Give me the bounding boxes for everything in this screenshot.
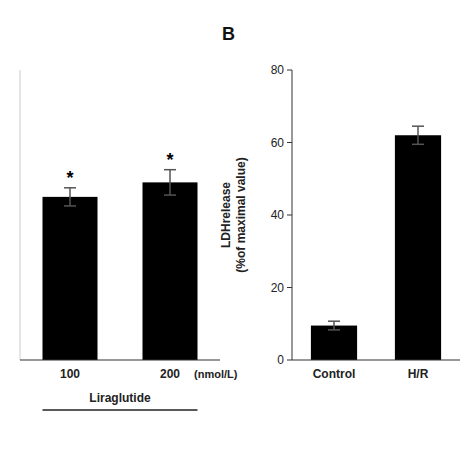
error-bar xyxy=(64,188,76,206)
x-label-underline xyxy=(43,409,198,411)
error-cap xyxy=(164,194,176,196)
error-bar xyxy=(164,170,176,195)
y-tick-label: 0 xyxy=(277,353,284,367)
significance-label: * xyxy=(166,150,173,170)
y-axis-line xyxy=(20,70,21,360)
error-bar xyxy=(412,126,424,144)
error-line xyxy=(333,321,335,330)
y-axis-label-line: (%of maximal value) xyxy=(234,157,248,272)
error-bar xyxy=(328,321,340,330)
y-tick-label: 20 xyxy=(271,281,285,295)
x-axis-line xyxy=(20,359,220,360)
error-line xyxy=(169,170,171,195)
y-tick xyxy=(287,215,292,216)
error-line xyxy=(69,188,71,206)
error-cap xyxy=(412,144,424,146)
y-tick xyxy=(287,287,292,288)
chart: * * 100 200 (nmol/L) Liraglutide 0 20 40 60 80 LDHr… xyxy=(0,0,474,474)
y-tick xyxy=(287,142,292,143)
x-axis-line xyxy=(292,359,460,360)
error-cap xyxy=(328,329,340,331)
x-tick-label: H/R xyxy=(408,367,429,381)
x-axis-label: Liraglutide xyxy=(89,391,151,405)
x-tick-label: 200 xyxy=(160,367,180,381)
x-tick-label: 100 xyxy=(60,367,80,381)
bar xyxy=(311,326,357,360)
panel-0: * * 100 200 (nmol/L) Liraglutide xyxy=(20,70,238,410)
bar xyxy=(143,182,198,360)
panel-title: B xyxy=(222,24,235,44)
error-cap xyxy=(328,320,340,322)
y-tick-label: 80 xyxy=(271,63,285,77)
bars xyxy=(311,126,441,360)
y-tick-label: 40 xyxy=(271,208,285,222)
y-axis-label: LDHrelease(%of maximal value) xyxy=(219,157,248,272)
significance-label: * xyxy=(66,168,73,188)
error-line xyxy=(417,126,419,144)
error-cap xyxy=(64,205,76,207)
bars xyxy=(43,170,198,360)
panel-1: 0 20 40 60 80 LDHrelease(%of maximal value) Co… xyxy=(219,24,460,381)
x-tick-label: Control xyxy=(313,367,356,381)
y-tick xyxy=(287,360,292,361)
error-cap xyxy=(412,125,424,127)
y-tick-label: 60 xyxy=(271,136,285,150)
annotation: (nmol/L) xyxy=(194,368,238,380)
y-tick xyxy=(287,70,292,71)
y-axis-label-line: LDHrelease xyxy=(219,182,233,248)
bar xyxy=(43,197,98,360)
bar xyxy=(395,135,441,360)
